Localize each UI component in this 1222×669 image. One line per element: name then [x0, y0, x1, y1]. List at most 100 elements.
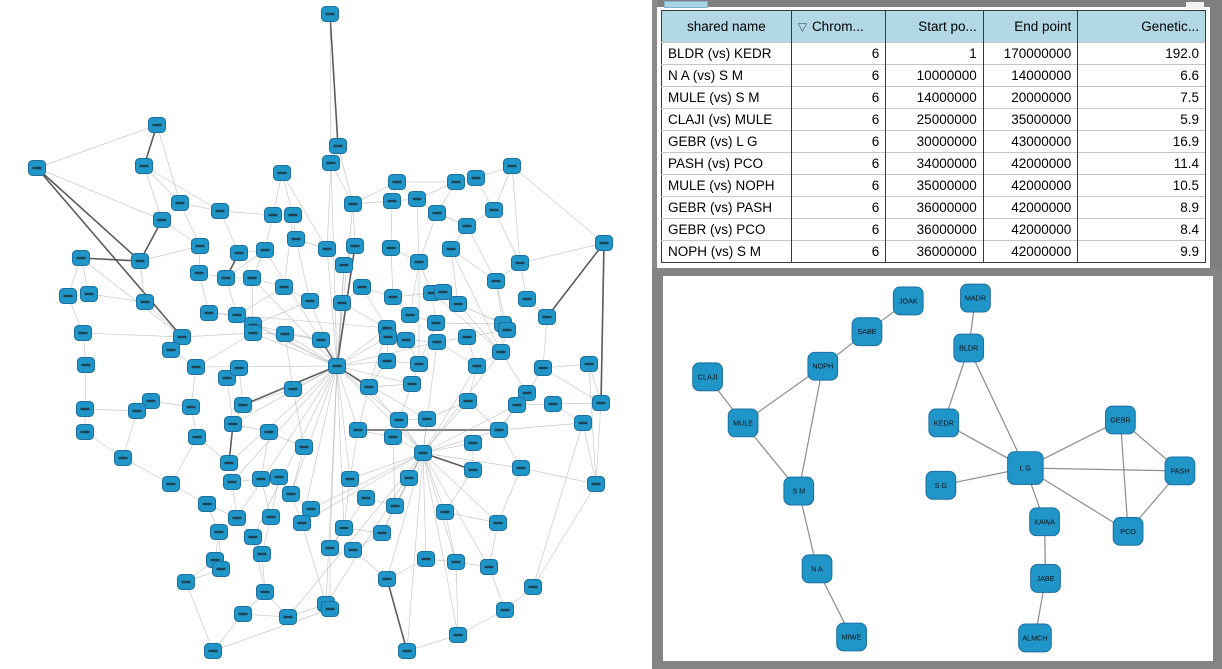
network-node-s-m[interactable]: [783, 476, 815, 506]
small-network-canvas[interactable]: JOAK SABE NOPH CLAJI MULE S M N A MIWE MADR BLDR K…: [663, 276, 1213, 661]
network-node-almch[interactable]: [1018, 623, 1052, 653]
table-panel-tab[interactable]: [664, 1, 708, 8]
node-label-smudge: [348, 548, 358, 552]
network-node-l-g[interactable]: [1007, 451, 1044, 485]
network-edge: [284, 333, 294, 390]
node-label-smudge: [339, 526, 349, 530]
node-label-smudge: [337, 301, 347, 305]
network-node-claji[interactable]: [692, 362, 723, 392]
column-header-shared_name[interactable]: shared name: [661, 10, 792, 43]
node-label-smudge: [157, 218, 167, 222]
network-node-s-g[interactable]: [925, 470, 957, 500]
network-node-kedr[interactable]: [928, 408, 960, 438]
table-row[interactable]: BLDR (vs) KEDR 6 1 170000000 192.0: [661, 42, 1206, 65]
network-node-sabe[interactable]: [851, 317, 883, 347]
network-edge: [422, 452, 427, 560]
small-network-viewport[interactable]: JOAK SABE NOPH CLAJI MULE S M N A MIWE MADR BLDR K…: [663, 276, 1213, 661]
node-label-smudge: [248, 535, 258, 539]
network-node-joak[interactable]: [892, 286, 924, 316]
network-edge: [381, 452, 424, 534]
network-edge: [336, 203, 354, 367]
cell-genetic: 6.6: [1077, 64, 1206, 87]
table-row[interactable]: GEBR (vs) PCO 6 36000000 42000000 8.4: [661, 218, 1206, 241]
table-row[interactable]: N A (vs) S M 6 10000000 14000000 6.6: [661, 64, 1206, 87]
network-node-pash[interactable]: [1164, 456, 1196, 486]
table-row[interactable]: NOPH (vs) S M 6 36000000 42000000 9.9: [661, 240, 1206, 263]
network-node-bldr[interactable]: [953, 333, 985, 363]
network-node-noph[interactable]: [807, 351, 839, 381]
node-label-smudge: [215, 209, 225, 213]
network-edge: [409, 261, 420, 316]
network-node-madr[interactable]: [960, 283, 991, 313]
filter-funnel-icon[interactable]: ▽: [797, 20, 807, 34]
network-node-gebr[interactable]: [1105, 405, 1136, 435]
network-node-miwe[interactable]: [836, 622, 867, 652]
node-label-smudge: [502, 328, 512, 332]
node-label-smudge: [584, 362, 594, 366]
column-header-genetic[interactable]: Genetic...: [1077, 10, 1206, 43]
table-header-row: shared name ▽ Chrom... Start po... End point…: [661, 10, 1206, 43]
network-node-pco[interactable]: [1112, 516, 1144, 546]
network-node-kawa[interactable]: [1029, 507, 1060, 537]
network-node-mule[interactable]: [727, 408, 759, 438]
node-label: GEBR: [1110, 416, 1130, 425]
table-row[interactable]: PASH (vs) PCO 6 34000000 42000000 11.4: [661, 152, 1206, 175]
node-label: S G: [935, 481, 948, 490]
network-edge: [80, 257, 183, 338]
node-label: KEDR: [934, 418, 954, 427]
column-header-chromosome[interactable]: ▽ Chrom...: [791, 10, 887, 43]
node-label: S M: [792, 487, 805, 496]
network-edge: [36, 167, 141, 262]
network-edge: [181, 332, 254, 338]
network-edge: [139, 245, 201, 262]
node-label-smudge: [468, 441, 478, 445]
node-label-smudge: [386, 246, 396, 250]
network-edge: [330, 162, 338, 367]
node-label-smudge: [306, 507, 316, 511]
table-row[interactable]: GEBR (vs) L G 6 30000000 43000000 16.9: [661, 130, 1206, 153]
node-label-smudge: [248, 331, 258, 335]
node-label-smudge: [364, 385, 374, 389]
network-view-main[interactable]: [0, 0, 652, 669]
column-header-end_point[interactable]: End point: [983, 10, 1079, 43]
node-label-smudge: [431, 321, 441, 325]
node-label-smudge: [453, 302, 463, 306]
cell-start_point: 14000000: [885, 86, 984, 109]
network-edge: [532, 483, 597, 588]
network-edge: [444, 511, 457, 563]
node-label-smudge: [238, 612, 248, 616]
network-edge[interactable]: [798, 366, 824, 492]
network-edge[interactable]: [1119, 419, 1129, 532]
cell-shared_name: GEBR (vs) PCO: [661, 218, 792, 241]
node-label-smudge: [401, 338, 411, 342]
node-label: MULE: [733, 418, 753, 427]
node-label-smudge: [268, 213, 278, 217]
node-label-smudge: [339, 263, 349, 267]
network-node-n-a[interactable]: [801, 554, 833, 584]
table-row[interactable]: MULE (vs) NOPH 6 35000000 42000000 10.5: [661, 174, 1206, 197]
column-header-start_point[interactable]: Start po...: [885, 10, 984, 43]
network-edge[interactable]: [968, 347, 1026, 469]
node-label-smudge: [32, 166, 42, 170]
edge-attribute-table: shared name ▽ Chrom... Start po... End point…: [661, 10, 1206, 263]
network-node-jabe[interactable]: [1030, 564, 1061, 593]
table-row[interactable]: GEBR (vs) PASH 6 36000000 42000000 8.9: [661, 196, 1206, 219]
cell-chromosome: 6: [791, 130, 887, 153]
table-row[interactable]: MULE (vs) S M 6 14000000 20000000 7.5: [661, 86, 1206, 109]
network-edge: [252, 365, 338, 538]
network-edge: [493, 209, 521, 264]
network-edge: [185, 581, 214, 652]
cell-start_point: 30000000: [885, 130, 984, 153]
node-label-smudge: [599, 241, 609, 245]
node-label: BLDR: [959, 344, 978, 353]
node-label-smudge: [216, 567, 226, 571]
large-network-canvas[interactable]: [0, 0, 652, 669]
network-edge: [422, 400, 469, 454]
table-row[interactable]: CLAJI (vs) MULE 6 25000000 35000000 5.9: [661, 108, 1206, 131]
network-edge[interactable]: [1025, 467, 1180, 472]
cell-end_point: 14000000: [983, 64, 1079, 87]
network-edge: [310, 452, 424, 510]
node-label-smudge: [326, 161, 336, 165]
node-label-smudge: [596, 401, 606, 405]
